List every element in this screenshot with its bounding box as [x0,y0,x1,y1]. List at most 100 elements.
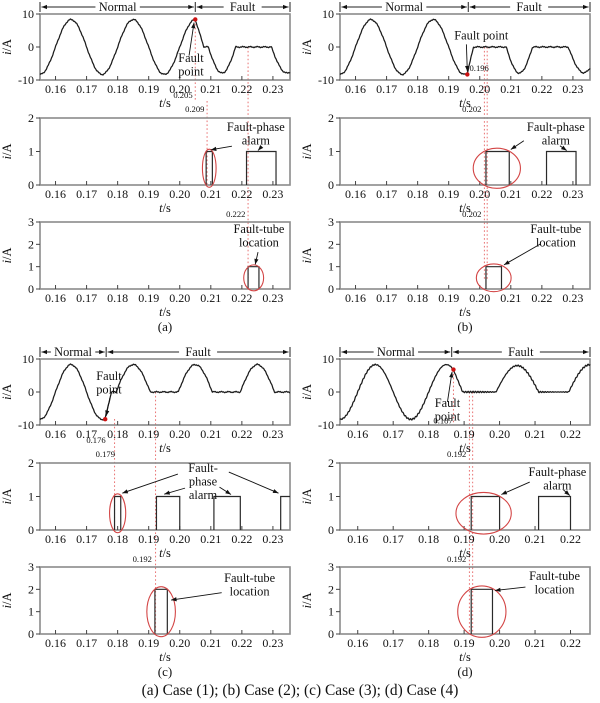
case-sub-label: (a) [158,319,172,334]
annotation-line: location [230,584,270,598]
y-tick-label: 1 [28,260,34,274]
x-tick-label: 0.22 [560,532,581,546]
arrowhead [122,489,129,494]
x-tick-label: 0.16 [45,187,66,201]
case-d-region-header: Normal Fault [339,345,591,359]
arrowhead [449,371,454,378]
x-tick-label: 0.23 [262,187,283,201]
x-tick-label: 0.22 [531,187,552,201]
x-tick-label: 0.20 [169,427,190,441]
highlight-ellipse [475,263,512,293]
x-tick-label: 0.21 [200,427,221,441]
case-b-current-waveform [339,18,591,76]
arrowhead [453,349,459,355]
y-tick-label: 2 [328,582,334,596]
y-tick-label: 0 [328,523,334,537]
x-axis-label: t/s [459,546,471,560]
y-tick-label: 3 [328,215,334,229]
x-tick-label: 0.20 [469,82,490,96]
annotation-line: Fault [178,51,204,65]
annotation-line: alarm [189,488,218,502]
case-a-p1: -10 0 10 0.16 0.17 0.18 0.19 0.20 0.21 0.22 0.23 t/… [0,7,291,110]
x-tick-label: 0.23 [562,291,583,305]
arrowhead [196,4,203,10]
case-a-p2: 0 1 2 0.16 0.17 0.18 0.19 0.20 0.21 0.22 0.23 t/s i/… [0,111,291,215]
x-tick-label: 0.21 [500,187,521,201]
case-b-panel: Normal Fault -10 0 10 0.16 0.17 0.18 0.19 0.20 0.2… [300,0,600,345]
case-d-alarm-pulses [470,495,572,530]
x-axis-label: t/s [159,96,171,110]
x-tick-label: 0.21 [200,532,221,546]
fault-point-marker [103,417,108,422]
annotation-line: Fault- [188,461,218,475]
x-tick-label: 0.21 [525,427,546,441]
annotation-line: Fault-tube [530,222,581,236]
fault-region-label: Fault [230,0,256,14]
case-d-p1: -10 0 10 0.16 0.17 0.18 0.19 0.20 0.21 0.22 t/s i/A [300,352,591,455]
time-label: 0.179 [96,449,115,459]
x-tick-label: 0.17 [383,532,404,546]
case-d-p3: 0 1 2 3 0.16 0.17 0.18 0.19 0.20 0.21 0.22 t/s i/A [300,560,591,664]
arrowhead [341,349,347,355]
arrowhead [191,22,196,29]
x-tick-label: 0.20 [169,187,190,201]
arrowhead [469,4,476,10]
arrowhead [583,4,589,10]
case-d-panel: Normal Fault -10 0 10 0.16 0.17 0.18 0.19 0.20 0.2… [300,345,600,690]
x-tick-label: 0.21 [200,82,221,96]
annotation-line: Fault point [454,29,509,43]
x-axis-label: t/s [459,650,471,664]
y-tick-label: -10 [18,418,34,432]
arrowhead [41,349,47,355]
x-tick-label: 0.21 [525,532,546,546]
x-tick-label: 0.19 [454,636,475,650]
y-tick-label: 0 [328,385,334,399]
y-tick-label: 3 [28,560,34,574]
annotation-arrow [228,471,279,494]
fault-region-label: Fault [516,0,542,14]
annotation-line: Fault [435,396,461,410]
x-axis-label: t/s [459,305,471,319]
case-c-alarm-pulses [113,495,290,530]
case-a-current-waveform [39,18,291,76]
x-tick-label: 0.17 [76,636,97,650]
annotation-arrow [122,473,179,494]
y-tick-label: 1 [28,145,34,159]
x-tick-label: 0.23 [262,427,283,441]
annotation-line: location [535,582,575,596]
arrowhead [210,146,217,151]
case-sub-label: (c) [158,664,172,679]
y-tick-label: -10 [18,73,34,87]
case-a-region-header: Normal Fault [39,0,291,14]
x-tick-label: 0.22 [531,291,552,305]
x-tick-label: 0.17 [383,427,404,441]
x-tick-label: 0.22 [560,427,581,441]
x-tick-label: 0.22 [231,532,252,546]
arrowhead [283,4,289,10]
x-tick-label: 0.22 [531,82,552,96]
arrowhead [99,349,105,355]
x-tick-label: 0.20 [169,291,190,305]
y-tick-label: 1 [328,260,334,274]
annotation-arrow [170,592,222,601]
y-tick-label: 0 [28,282,34,296]
y-axis-label: i/A [300,248,314,264]
x-tick-label: 0.23 [262,636,283,650]
y-tick-label: 0 [28,523,34,537]
highlight-ellipse [201,148,217,188]
x-tick-label: 0.18 [107,291,128,305]
normal-region-label: Normal [377,345,415,359]
y-axis-label: i/A [0,248,14,264]
x-axis-label: t/s [159,305,171,319]
x-tick-label: 0.23 [262,82,283,96]
case-a-location-pulses [247,266,260,289]
x-axis-label: t/s [159,201,171,215]
case-b-region-header: Normal Fault [339,0,591,14]
x-tick-label: 0.22 [231,291,252,305]
x-tick-label: 0.23 [562,187,583,201]
x-tick-label: 0.18 [407,187,428,201]
annotation-line: Fault-phase [528,465,586,479]
x-tick-label: 0.19 [138,291,159,305]
figure-caption: (a) Case (1); (b) Case (2); (c) Case (3)… [141,682,459,699]
